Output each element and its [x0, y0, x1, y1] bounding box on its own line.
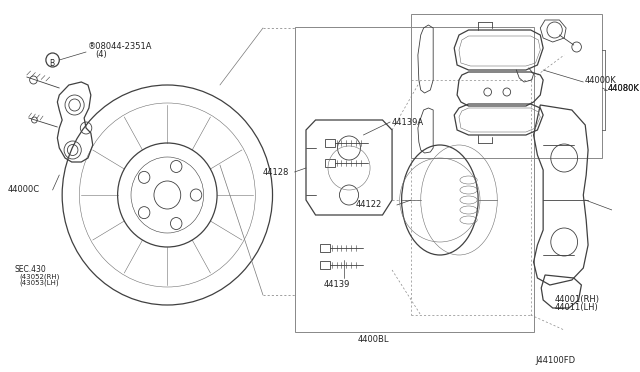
Text: 44128: 44128 [263, 168, 289, 177]
Text: 44000C: 44000C [8, 185, 40, 194]
Text: SEC.430: SEC.430 [15, 265, 47, 274]
Text: 44080K: 44080K [607, 83, 639, 93]
Text: 44001(RH): 44001(RH) [555, 295, 600, 304]
Text: 44000K: 44000K [584, 76, 616, 84]
Text: 44139: 44139 [323, 280, 349, 289]
Text: 44080K: 44080K [607, 83, 639, 93]
Text: 44011(LH): 44011(LH) [555, 303, 598, 312]
Text: 44122: 44122 [356, 200, 382, 209]
Text: (4): (4) [95, 49, 108, 58]
Text: 4400BL: 4400BL [357, 335, 388, 344]
Text: J44100FD: J44100FD [536, 356, 575, 365]
Bar [294, 27, 534, 332]
Bar [411, 14, 602, 158]
Text: 44139A: 44139A [392, 118, 424, 127]
Text: B: B [49, 58, 54, 67]
Text: (43053(LH): (43053(LH) [19, 280, 59, 286]
Text: (43052(RH): (43052(RH) [19, 273, 60, 279]
Text: ®08044-2351A: ®08044-2351A [88, 42, 152, 51]
